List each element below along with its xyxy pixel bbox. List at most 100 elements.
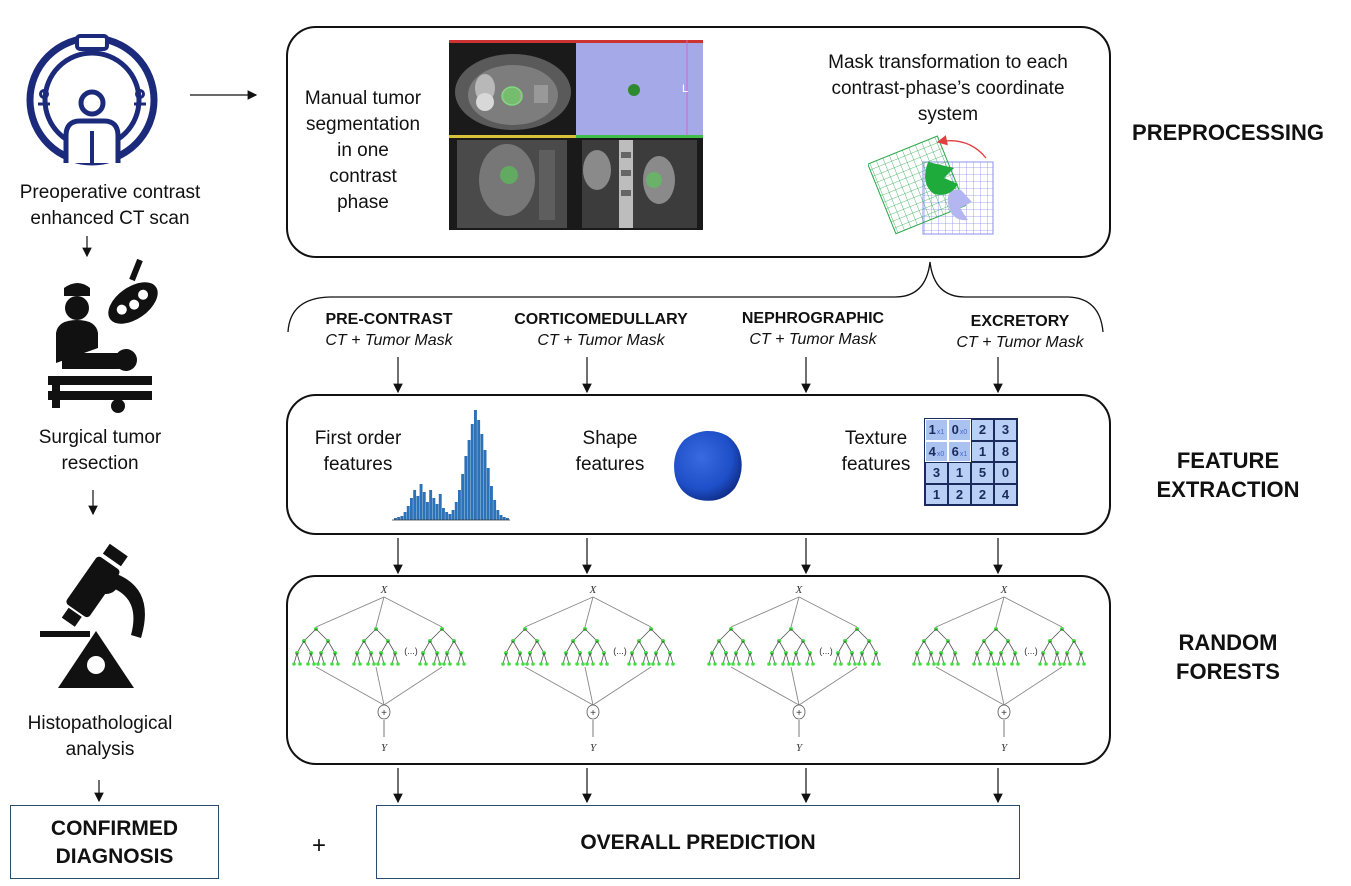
ct-scan-label: Preoperative contrast enhanced CT scan xyxy=(19,182,201,229)
texture-kernel-grid: 1 x1 0 x0 2 3 4 x0 6 x1 1 8 3 1 5 0 1 2 2 4 xyxy=(924,418,1018,506)
histogram-bar xyxy=(406,506,410,520)
histogram-bar xyxy=(483,450,487,520)
histogram-bar xyxy=(403,512,407,520)
phase-pre-contrast: PRE-CONTRAST CT + Tumor Mask xyxy=(325,311,453,349)
histogram-bar xyxy=(458,490,461,520)
ct-viewer-image: L xyxy=(449,40,703,230)
histogram-bar xyxy=(422,492,426,520)
forest-output-label: Y xyxy=(590,742,598,754)
histogram-bar xyxy=(464,456,468,520)
forest-ellipsis: (...) xyxy=(613,646,627,656)
histogram-bar xyxy=(435,504,439,520)
combine-node xyxy=(377,704,391,720)
histogram-bar xyxy=(470,424,474,520)
forest-output-label: Y xyxy=(381,742,389,754)
kernel-cell: 2 xyxy=(971,483,994,505)
histogram-bar xyxy=(442,508,445,520)
confirmed-diagnosis-box: CONFIRMED DIAGNOSIS xyxy=(10,805,219,879)
manual-segmentation-text: Manual tumor segmentation in one contras… xyxy=(304,88,422,213)
ct-scanner-icon xyxy=(26,34,158,166)
phase-corticomedullary: CORTICOMEDULLARY CT + Tumor Mask xyxy=(514,311,688,349)
histogram-bar xyxy=(499,515,503,520)
feature-extraction-stage-label: FEATURE EXTRACTION xyxy=(1156,448,1300,502)
random-forests-stage-label: RANDOM FORESTS xyxy=(1176,630,1280,684)
kernel-cell: 1 x1 xyxy=(925,419,948,441)
forest-input-label: X xyxy=(1000,584,1009,596)
mask-transform-illustration xyxy=(868,135,994,235)
histogram-bar xyxy=(413,490,417,520)
kernel-cell: 0 xyxy=(994,462,1017,484)
histogram-bar xyxy=(445,512,449,520)
forest-1: X (...) + Y xyxy=(501,584,675,754)
histogram-bar xyxy=(493,500,497,520)
kernel-cell: 4 xyxy=(994,483,1017,505)
histogram-bar xyxy=(419,484,423,520)
kernel-cell: 1 xyxy=(971,440,994,462)
histogram-bar xyxy=(426,502,429,520)
forest-ellipsis: (...) xyxy=(404,646,418,656)
kernel-cell: 1 xyxy=(948,462,971,484)
combine-symbol: + xyxy=(796,708,802,719)
overall-prediction-box: OVERALL PREDICTION xyxy=(376,805,1020,879)
preprocessing-stage-label: PREPROCESSING xyxy=(1132,120,1324,145)
combine-node xyxy=(997,704,1011,720)
phase-brace xyxy=(287,261,1104,333)
texture-features-text: Texture features xyxy=(841,428,911,475)
histogram-bar xyxy=(490,486,493,520)
histogram-bar xyxy=(454,502,458,520)
histogram-bar xyxy=(394,518,397,520)
histogram-bar xyxy=(416,496,420,520)
histogram-bar xyxy=(467,440,471,520)
kernel-cell: 0 x0 xyxy=(948,419,971,441)
plus-sign: + xyxy=(311,832,326,859)
histogram-bar xyxy=(410,498,413,520)
histogram-bar xyxy=(474,410,477,520)
kernel-cell: 3 xyxy=(925,462,948,484)
histogram-bar xyxy=(432,498,436,520)
kernel-cell: 2 xyxy=(971,419,994,441)
combine-symbol: + xyxy=(381,708,387,719)
histogram-bar xyxy=(506,518,509,520)
random-forests-box xyxy=(286,575,1111,765)
histo-label: Histopathological analysis xyxy=(27,713,173,760)
kernel-cell: 2 xyxy=(948,483,971,505)
kernel-cell: 8 xyxy=(994,440,1017,462)
mask-transformation-text: Mask transformation to each contrast-pha… xyxy=(828,52,1068,125)
forest-3: X (...) + Y xyxy=(912,584,1086,754)
combine-node xyxy=(792,704,806,720)
viewer-marker: L xyxy=(682,83,688,95)
shape-features-text: Shape features xyxy=(575,428,645,475)
forest-output-label: Y xyxy=(1001,742,1009,754)
kernel-cell: 3 xyxy=(994,419,1017,441)
forest-ellipsis: (...) xyxy=(819,646,833,656)
kernel-cell: 5 xyxy=(971,462,994,484)
forest-input-label: X xyxy=(380,584,389,596)
forest-0: X (...) + Y xyxy=(292,584,466,754)
tumor-shape-graphic xyxy=(674,430,742,501)
histogram-bar xyxy=(451,510,455,520)
kernel-cell: 4 x0 xyxy=(925,440,948,462)
microscope-icon xyxy=(40,543,145,688)
histogram-bar xyxy=(448,514,452,520)
histogram-bar xyxy=(461,474,465,520)
histogram-graphic xyxy=(392,410,510,521)
phase-nephrographic: NEPHROGRAPHIC CT + Tumor Mask xyxy=(741,310,885,348)
kernel-cell: 1 xyxy=(925,483,948,505)
forest-diagrams: X (...) + Y X (...) + Y X (...) + Y X (...) + Y xyxy=(292,584,1086,754)
histogram-bar xyxy=(400,516,404,520)
forest-2: X (...) + Y xyxy=(707,584,881,754)
histogram-bar xyxy=(477,420,481,520)
phase-excretory: EXCRETORY CT + Tumor Mask xyxy=(956,313,1084,351)
forest-output-label: Y xyxy=(796,742,804,754)
first-order-features-text: First order features xyxy=(314,428,402,475)
histogram-bar xyxy=(480,434,484,520)
histogram-bar xyxy=(438,494,442,520)
histogram-bar xyxy=(502,517,506,520)
forest-input-label: X xyxy=(795,584,804,596)
forest-input-label: X xyxy=(589,584,598,596)
forest-ellipsis: (...) xyxy=(1024,646,1038,656)
surgery-icon xyxy=(48,258,158,413)
histogram-bar xyxy=(486,468,490,520)
kernel-cell: 6 x1 xyxy=(948,440,971,462)
